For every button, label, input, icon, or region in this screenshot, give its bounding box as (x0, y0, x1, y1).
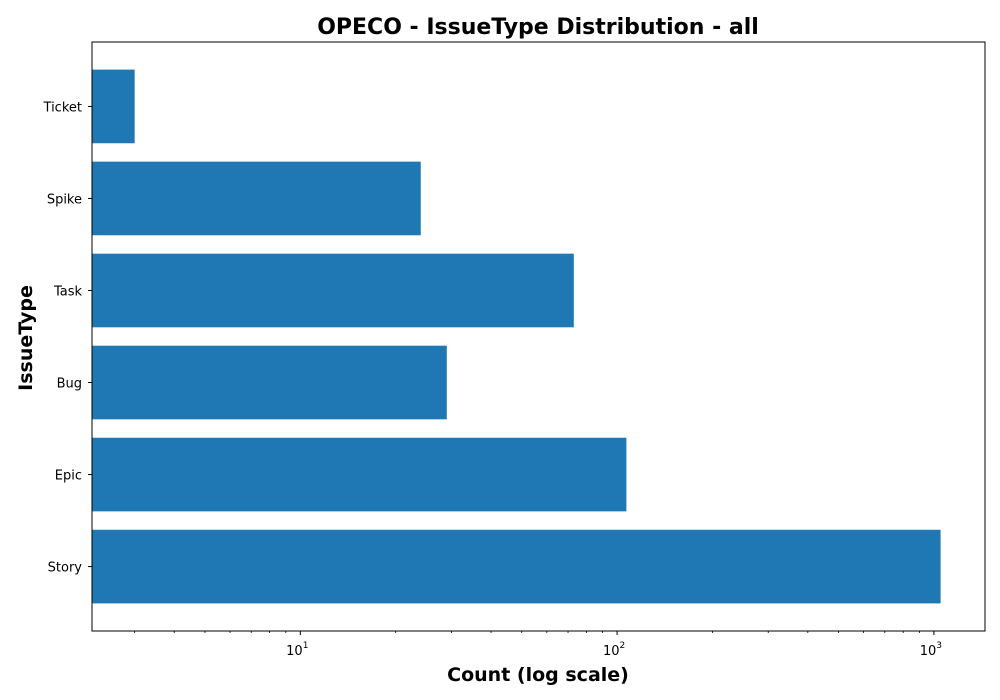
bar-story (92, 529, 941, 604)
bar-ticket (92, 69, 135, 144)
y-tick-label-story: Story (48, 561, 83, 576)
plot-frame (91, 41, 986, 632)
bar-task (92, 253, 574, 328)
y-tick-label-epic: Epic (55, 469, 82, 484)
bars (92, 69, 941, 604)
y-tick-label-ticket: Ticket (43, 100, 82, 115)
bar-bug (92, 345, 447, 420)
x-tick-label: 102 (603, 641, 625, 659)
y-axis-label: IssueType (15, 285, 37, 391)
chart-title: OPECO - IssueType Distribution - all (317, 15, 759, 40)
ticks: Story Epic Bug Task Spike Ticket 101 102 103 (43, 100, 942, 659)
y-tick-label-bug: Bug (57, 377, 82, 392)
bar-spike (92, 161, 421, 236)
x-tick-label: 103 (920, 641, 942, 659)
x-axis-label: Count (log scale) (447, 664, 629, 686)
y-tick-label-task: Task (53, 284, 83, 299)
x-tick-label: 101 (286, 641, 308, 659)
bar-epic (92, 437, 627, 512)
y-tick-label-spike: Spike (47, 192, 82, 207)
